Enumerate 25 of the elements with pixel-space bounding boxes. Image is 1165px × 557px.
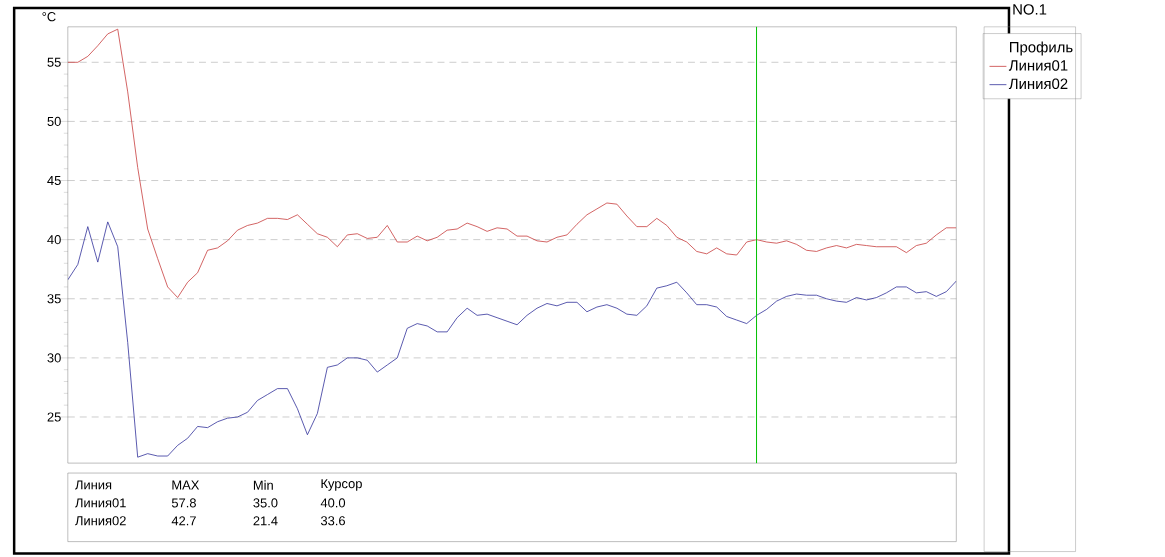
text: Min [253,480,273,490]
text: 57.8 [171,498,196,508]
text: 21.4 [253,516,278,526]
text: NO.1 [1013,4,1047,15]
y-tick-label: 30 [47,353,61,363]
text: Линия01 [75,498,126,508]
y-axis-title: °C [42,12,56,22]
line-series [67,221,957,458]
text: Курсор [321,479,362,491]
text: Линия02 [75,516,126,526]
text: 35.0 [253,498,278,508]
y-tick-label: 45 [47,176,61,186]
y-tick-label: 35 [47,294,61,304]
y-tick-label: 50 [47,117,61,127]
y-tick-label: 25 [47,412,61,422]
text: Линия [75,480,112,490]
legend-title: Профиль [1010,41,1073,56]
text: 42.7 [171,516,196,526]
legend-label: Линия01 [1008,60,1068,71]
text: 33.6 [320,516,346,526]
text: MAX [172,480,200,490]
legend-label: Линия02 [1008,78,1068,90]
y-tick-label: 40 [47,235,61,245]
text: 40.0 [320,498,346,508]
y-tick-label: 55 [47,58,61,68]
